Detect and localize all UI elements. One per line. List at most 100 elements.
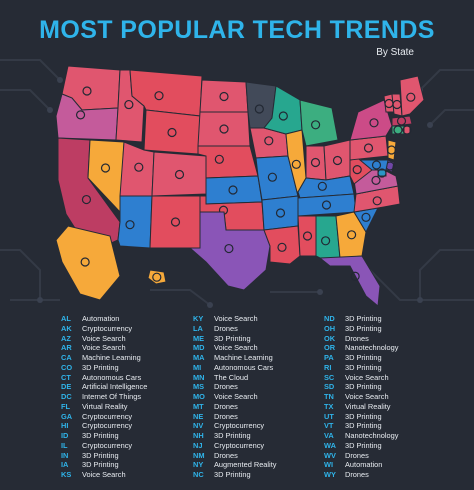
state-abbr: SC bbox=[324, 372, 335, 382]
state-abbr: UT bbox=[324, 411, 334, 421]
state-trend: Voice Search bbox=[214, 343, 258, 353]
state-wy bbox=[143, 109, 201, 155]
state-abbr: NV bbox=[193, 421, 204, 431]
legend-row-wi: WI Automation bbox=[324, 460, 398, 470]
state-trend: Augmented Reality bbox=[214, 460, 277, 470]
state-ma bbox=[391, 115, 413, 127]
legend-row-ct: CT Autonomous Cars bbox=[61, 373, 147, 383]
state-me bbox=[399, 75, 425, 117]
drone-icon bbox=[214, 154, 224, 164]
cube-icon bbox=[219, 124, 229, 134]
state-trend: Voice Search bbox=[345, 372, 389, 382]
legend-row-ca: CA Machine Learning bbox=[61, 353, 147, 363]
state-abbr: TX bbox=[324, 401, 334, 411]
cube-icon bbox=[402, 125, 412, 135]
legend-column-1: AL Automation AK Cryptocurrency AZ Voice Sear… bbox=[61, 314, 147, 480]
legend-row-mo: MO Voice Search bbox=[193, 392, 276, 402]
state-trend: 3D Printing bbox=[345, 353, 382, 362]
car-icon bbox=[311, 120, 321, 130]
legend-column-3: ND 3D Printing OH 3D Printing OK Drones OR Nano… bbox=[324, 314, 398, 480]
cube-icon bbox=[372, 196, 382, 206]
state-trend: Voice Search bbox=[82, 470, 126, 479]
legend-row-ma: MA Machine Learning bbox=[193, 353, 276, 363]
state-ks bbox=[205, 175, 263, 205]
state-abbr: MN bbox=[193, 372, 205, 382]
state-hi bbox=[147, 269, 167, 285]
state-ar bbox=[261, 195, 299, 231]
state-trend: Virtual Reality bbox=[345, 401, 391, 411]
state-tx bbox=[188, 211, 271, 291]
state-abbr: IL bbox=[61, 440, 68, 450]
legend-row-mi: MI Autonomous Cars bbox=[193, 363, 276, 373]
state-trend: Autonomous Cars bbox=[82, 372, 142, 382]
page-title: MOST POPULAR TECH TRENDS bbox=[39, 16, 435, 44]
microphone-icon bbox=[267, 172, 277, 182]
legend-row-pa: PA 3D Printing bbox=[324, 353, 398, 363]
state-nd bbox=[199, 79, 249, 113]
state-trend: Internet Of Things bbox=[82, 392, 142, 401]
state-abbr: NC bbox=[193, 470, 204, 479]
cube-icon bbox=[406, 92, 416, 102]
legend-row-vt: VT 3D Printing bbox=[324, 421, 398, 431]
state-trend: Drones bbox=[214, 382, 238, 392]
legend-row-oh: OH 3D Printing bbox=[324, 324, 398, 334]
state-oh bbox=[323, 139, 351, 181]
legend: AL Automation AK Cryptocurrency AZ Voice Sear… bbox=[0, 314, 474, 490]
microphone-icon bbox=[371, 160, 382, 170]
state-trend: 3D Printing bbox=[214, 333, 251, 343]
state-trend: Drones bbox=[345, 470, 369, 479]
state-la bbox=[263, 225, 301, 265]
bitcoin-icon bbox=[386, 145, 397, 155]
legend-row-tx: TX Virtual Reality bbox=[324, 402, 398, 412]
legend-row-hi: HI Cryptocurrency bbox=[61, 421, 147, 431]
state-trend: 3D Printing bbox=[82, 450, 119, 460]
state-trend: Drones bbox=[345, 450, 369, 460]
state-trend: Voice Search bbox=[214, 392, 258, 401]
state-abbr: VT bbox=[324, 421, 334, 431]
cube-icon bbox=[264, 136, 274, 146]
microphone-icon bbox=[317, 181, 327, 191]
state-trend: Machine Learning bbox=[214, 353, 273, 362]
state-abbr: CT bbox=[61, 372, 71, 382]
state-trend: Voice Search bbox=[82, 343, 126, 353]
state-in bbox=[305, 145, 327, 181]
page-subtitle: By State bbox=[376, 47, 414, 58]
state-abbr: AZ bbox=[61, 333, 71, 343]
state-trend: Drones bbox=[345, 333, 369, 343]
legend-row-nv: NV Cryptocurrency bbox=[193, 421, 276, 431]
state-abbr: AK bbox=[61, 323, 72, 333]
legend-row-ia: IA 3D Printing bbox=[61, 460, 147, 470]
legend-row-co: CO 3D Printing bbox=[61, 363, 147, 373]
state-trend: 3D Printing bbox=[345, 421, 382, 431]
drone-icon bbox=[170, 217, 181, 227]
legend-row-wa: WA 3D Printing bbox=[324, 441, 398, 451]
state-trend: Drones bbox=[214, 323, 238, 333]
state-abbr: MI bbox=[193, 362, 202, 372]
legend-row-ok: OK Drones bbox=[324, 334, 398, 344]
state-abbr: WI bbox=[324, 460, 334, 470]
state-abbr: MT bbox=[193, 401, 204, 411]
state-sd bbox=[197, 111, 251, 147]
legend-row-wv: WV Drones bbox=[324, 451, 398, 461]
cube-icon bbox=[219, 91, 229, 102]
legend-row-ky: KY Voice Search bbox=[193, 314, 276, 324]
state-abbr: WV bbox=[324, 450, 336, 460]
state-abbr: HI bbox=[61, 421, 69, 431]
state-ak bbox=[55, 225, 121, 301]
legend-row-il: IL Cryptocurrency bbox=[61, 441, 147, 451]
legend-row-sd: SD 3D Printing bbox=[324, 382, 398, 392]
drone-icon bbox=[302, 231, 313, 241]
state-abbr: MD bbox=[193, 343, 205, 353]
legend-row-in: IN 3D Printing bbox=[61, 451, 147, 461]
legend-row-ne: NE Drones bbox=[193, 412, 276, 422]
state-abbr: GA bbox=[61, 411, 73, 421]
legend-row-nc: NC 3D Printing bbox=[193, 470, 276, 480]
molecule-icon bbox=[371, 175, 381, 185]
robot-icon bbox=[321, 236, 331, 246]
wifi-icon bbox=[377, 168, 387, 178]
legend-row-ga: GA Cryptocurrency bbox=[61, 412, 147, 422]
state-abbr: SD bbox=[324, 382, 335, 392]
cube-icon bbox=[310, 157, 321, 168]
state-trend: Nanotechnology bbox=[345, 343, 399, 353]
state-abbr: IA bbox=[61, 460, 69, 470]
